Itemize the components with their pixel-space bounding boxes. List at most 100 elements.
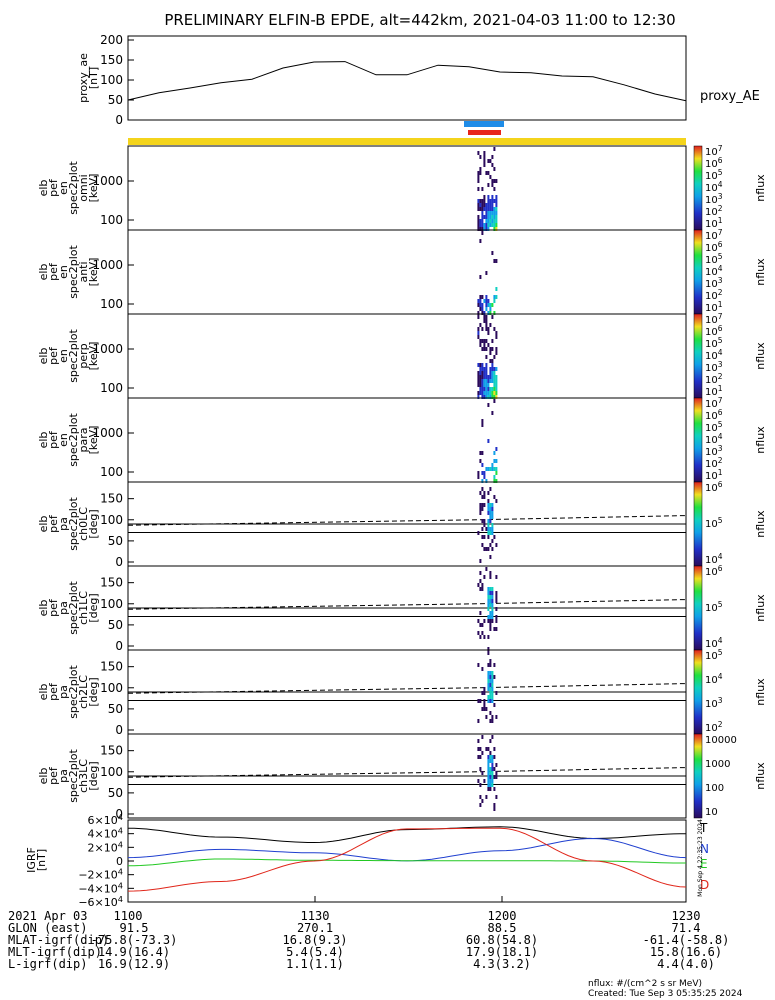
igrf-ytick-label: −4×104	[78, 880, 123, 895]
spec-pixel	[489, 219, 492, 223]
spec-pixel	[483, 311, 486, 315]
spec-pixel	[495, 459, 498, 463]
spec-pixel	[491, 411, 494, 415]
spec-pixel	[489, 619, 492, 623]
spec-pixel	[477, 583, 480, 587]
spec-pixel	[489, 571, 492, 575]
pa-ytick-label: 150	[100, 492, 123, 506]
spec-pixel	[495, 479, 498, 483]
spec-pixel	[489, 367, 492, 371]
spec-pixel	[491, 691, 494, 695]
pa-ytick-label: 100	[100, 597, 123, 611]
spec-pixel	[493, 311, 496, 315]
spec-pixel	[495, 351, 498, 355]
spec-pixel	[483, 339, 486, 343]
spec-pixel	[493, 479, 496, 483]
spec-pixel	[489, 515, 492, 519]
panel-ylabel-line: elb	[37, 264, 50, 281]
ae-legend: proxy_AE	[700, 89, 760, 104]
colorbar-tick-label: 10000	[705, 735, 737, 746]
spec-pixel	[487, 531, 490, 535]
spec-pixel	[487, 331, 490, 335]
spec-pixel	[479, 611, 482, 615]
panel-ylabel-line: en	[57, 433, 70, 447]
ae-ylabel-line: proxy_ae	[77, 53, 90, 103]
ae-ytick-label: 200	[100, 33, 123, 47]
colorbar-tick-label: 102	[705, 372, 723, 386]
spec-pixel	[489, 531, 492, 535]
spec-pixel	[491, 679, 494, 683]
spec-pixel	[495, 395, 498, 399]
spec-pixel	[495, 211, 498, 215]
spec-pixel	[493, 495, 496, 499]
spec-pixel	[495, 195, 498, 199]
spec-pixel	[493, 223, 496, 227]
ae-yticks: 200 150 100 50 0	[100, 33, 134, 127]
spec-pixel	[487, 647, 490, 651]
spec-pixel	[481, 587, 484, 591]
ae-ytick-label: 100	[100, 73, 123, 87]
panel-ylabel-line: pef	[47, 598, 60, 617]
spec-pixel	[489, 711, 492, 715]
spec-pixel	[495, 199, 498, 203]
colorbar-label: nflux	[754, 594, 767, 622]
spec-pixel	[487, 759, 490, 763]
colorbar-tick-label: 105	[705, 336, 723, 350]
spec-pixel	[491, 683, 494, 687]
spec-pixel	[489, 351, 492, 355]
spec-pixel	[489, 691, 492, 695]
spec-pixel	[481, 751, 484, 755]
panel-ylabel-line: pa	[57, 517, 70, 531]
spec-pixel	[487, 503, 490, 507]
spec-pixel	[489, 739, 492, 743]
spec-pixel	[483, 299, 486, 303]
spec-pixel	[493, 187, 496, 191]
spec-pixel	[483, 691, 486, 695]
spec-pixel	[491, 511, 494, 515]
panel-ylabel-line: elb	[37, 768, 50, 785]
spec-pixel	[487, 183, 490, 187]
panel-ylabel-line: pef	[47, 430, 60, 449]
spec-pixel	[491, 779, 494, 783]
spec-pixel	[493, 467, 496, 471]
spec-pixel	[489, 211, 492, 215]
colorbar-tick-label: 106	[705, 324, 723, 338]
spec-pixel	[485, 479, 488, 483]
ephem-row-label: MLT-igrf(dip)	[8, 945, 102, 959]
blue-zone-bar	[464, 121, 504, 127]
spec-pixel	[481, 503, 484, 507]
spec-pixel	[487, 671, 490, 675]
spec-pixel	[491, 251, 494, 255]
spec-pixel	[479, 451, 482, 455]
spec-pixel	[491, 223, 494, 227]
colorbar-tick-label: 104	[705, 672, 723, 686]
spec-pixel	[489, 671, 492, 675]
spec-pixel	[495, 595, 498, 599]
spec-pixel	[489, 611, 492, 615]
panel-ylabel-line: [keV]	[87, 342, 100, 371]
spec-pixel	[483, 315, 486, 319]
spec-pixel	[481, 375, 484, 379]
spec-pixel	[483, 707, 486, 711]
colorbar-tick-label: 104	[705, 636, 723, 650]
spec-pixel	[481, 471, 484, 475]
spec-pixel	[483, 471, 486, 475]
panel-ylabel-line: en	[57, 265, 70, 279]
spec-pixel	[483, 699, 486, 703]
pa-ytick-label: 150	[100, 660, 123, 674]
colorbar-gradient	[693, 313, 703, 399]
colorbar-tick-label: 106	[705, 480, 723, 494]
spec-pixel	[483, 395, 486, 399]
spec-pixel	[485, 215, 488, 219]
spec-pixel	[479, 227, 482, 231]
panel-ylabel-line: [deg]	[87, 593, 100, 622]
colorbar-tick-label: 100	[705, 783, 724, 794]
colorbar-tick-label: 107	[705, 228, 723, 242]
pa-ytick-label: 100	[100, 513, 123, 527]
spec-pixel	[491, 203, 494, 207]
spec-pixel	[479, 459, 482, 463]
